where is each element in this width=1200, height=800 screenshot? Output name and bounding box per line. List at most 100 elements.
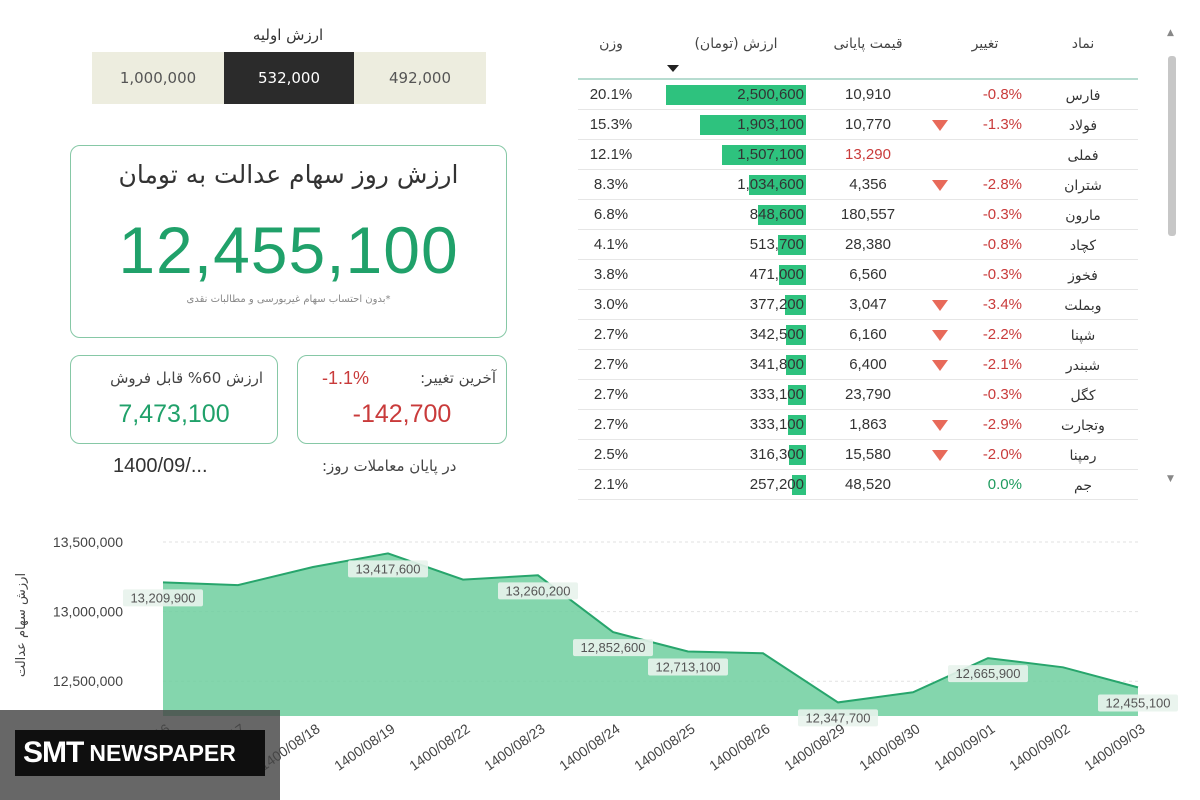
x-tick-label: 1400/08/30 <box>856 720 923 773</box>
value-text: 341,800 <box>749 356 804 373</box>
symbol-cell: رمپنا <box>1069 448 1097 464</box>
value-cell: 1,507,100 <box>666 143 806 166</box>
value-text: 333,100 <box>749 416 804 433</box>
table-row[interactable]: 2.1% 257,200 48,520 0.0% جم <box>578 470 1138 500</box>
table-row[interactable]: 2.7% 333,100 23,790 -0.3% کگل <box>578 380 1138 410</box>
x-tick-label: 1400/08/19 <box>331 720 398 773</box>
data-label-bg <box>1098 694 1178 712</box>
value-bar <box>785 295 806 315</box>
close-price-cell: 23,790 <box>845 386 891 403</box>
last-change-card: آخرین تغییر: -1.1% -142,700 <box>297 355 507 444</box>
value-bar <box>758 205 806 225</box>
value-text: 257,200 <box>749 476 804 493</box>
symbol-cell: فارس <box>1065 88 1101 104</box>
logo-text-smt: SMT <box>23 736 84 769</box>
weight-cell: 4.1% <box>593 236 629 253</box>
x-tick-label: 1400/08/23 <box>481 720 548 773</box>
x-tick-label: 1400/08/22 <box>406 720 473 773</box>
x-tick-label: 1400/08/29 <box>781 720 848 773</box>
table-row[interactable]: 6.8% 848,600 180,557 -0.3% مارون <box>578 200 1138 230</box>
table-row[interactable]: 12.1% 1,507,100 13,290 فملی <box>578 140 1138 170</box>
sellable-label: ارزش 60% قابل فروش <box>110 369 263 387</box>
initial-option-1000000[interactable]: 1,000,000 <box>92 52 224 104</box>
weight-cell: 15.3% <box>589 116 633 133</box>
scroll-up-icon[interactable]: ▲ <box>1167 28 1174 38</box>
daily-value-title: ارزش روز سهام عدالت به تومان <box>118 160 459 189</box>
header-close-price[interactable]: قیمت پایانی <box>833 36 903 52</box>
scroll-thumb[interactable] <box>1168 56 1176 236</box>
value-bar <box>666 85 806 105</box>
value-cell: 1,034,600 <box>666 173 806 196</box>
initial-option-492000[interactable]: 492,000 <box>354 52 486 104</box>
table-row[interactable]: 3.0% 377,200 3,047 -3.4% وبملت <box>578 290 1138 320</box>
initial-value-selector[interactable]: 1,000,000 532,000 492,000 <box>92 52 486 104</box>
table-row[interactable]: 3.8% 471,000 6,560 -0.3% فخوز <box>578 260 1138 290</box>
area-fill <box>163 553 1138 716</box>
value-text: 513,700 <box>749 236 804 253</box>
close-price-cell: 6,560 <box>849 266 887 283</box>
header-value[interactable]: ارزش (تومان) <box>694 36 778 52</box>
value-cell: 257,200 <box>666 473 806 496</box>
data-label-bg <box>573 639 653 657</box>
value-bar <box>700 115 806 135</box>
table-row[interactable]: 20.1% 2,500,600 10,910 -0.8% فارس <box>578 80 1138 110</box>
header-change[interactable]: تغییر <box>971 36 999 52</box>
header-weight[interactable]: وزن <box>599 36 623 52</box>
symbol-cell: فخوز <box>1068 268 1098 284</box>
weight-cell: 3.8% <box>593 266 629 283</box>
initial-option-532000[interactable]: 532,000 <box>224 52 354 104</box>
holdings-table: وزن ارزش (تومان) قیمت پایانی تغییر نماد … <box>578 20 1138 500</box>
value-cell: 377,200 <box>666 293 806 316</box>
value-text: 342,500 <box>749 326 804 343</box>
table-row[interactable]: 2.5% 316,300 15,580 -2.0% رمپنا <box>578 440 1138 470</box>
change-cell: -2.1% <box>982 356 1022 373</box>
close-price-cell: 10,770 <box>845 116 891 133</box>
down-triangle-icon <box>932 300 948 311</box>
close-price-cell: 10,910 <box>845 86 891 103</box>
data-label-bg <box>798 709 878 727</box>
symbol-cell: فولاد <box>1068 118 1098 134</box>
down-triangle-icon <box>932 330 948 341</box>
value-text: 471,000 <box>749 266 804 283</box>
value-history-chart: 12,500,000 13,000,000 13,500,000 ارزش سهام … <box>14 534 1178 774</box>
value-cell: 1,903,100 <box>666 113 806 136</box>
value-bar <box>749 175 806 195</box>
symbol-cell: شبندر <box>1065 358 1101 374</box>
data-label: 13,417,600 <box>355 561 420 576</box>
table-scrollbar[interactable]: ▲ ▼ <box>1167 28 1177 484</box>
close-price-cell: 3,047 <box>849 296 887 313</box>
last-change-amount: -142,700 <box>352 400 452 428</box>
table-row[interactable]: 2.7% 333,100 1,863 -2.9% وتجارت <box>578 410 1138 440</box>
sellable-value-card: ارزش 60% قابل فروش 7,473,100 <box>70 355 278 444</box>
data-label: 12,455,100 <box>1105 695 1170 710</box>
header-symbol[interactable]: نماد <box>1071 36 1095 52</box>
y-axis-label: ارزش سهام عدالت <box>14 573 29 677</box>
value-text: 2,500,600 <box>737 86 804 103</box>
change-cell: 0.0% <box>987 476 1022 493</box>
data-label: 12,852,600 <box>580 640 645 655</box>
data-label-bg <box>948 665 1028 683</box>
change-cell: -0.8% <box>982 236 1022 253</box>
table-row[interactable]: 8.3% 1,034,600 4,356 -2.8% شتران <box>578 170 1138 200</box>
table-row[interactable]: 15.3% 1,903,100 10,770 -1.3% فولاد <box>578 110 1138 140</box>
close-price-cell: 15,580 <box>845 446 891 463</box>
value-text: 1,034,600 <box>737 176 804 193</box>
close-price-cell: 1,863 <box>849 416 887 433</box>
data-label-bg <box>348 560 428 578</box>
change-cell: -0.3% <box>982 386 1022 403</box>
table-row[interactable]: 4.1% 513,700 28,380 -0.8% کچاد <box>578 230 1138 260</box>
change-cell: -0.3% <box>982 266 1022 283</box>
value-bar <box>789 445 806 465</box>
close-price-cell: 6,160 <box>849 326 887 343</box>
sort-desc-icon[interactable] <box>667 65 679 72</box>
value-cell: 471,000 <box>666 263 806 286</box>
down-triangle-icon <box>932 360 948 371</box>
table-row[interactable]: 2.7% 341,800 6,400 -2.1% شبندر <box>578 350 1138 380</box>
weight-cell: 20.1% <box>589 86 633 103</box>
smt-newspaper-logo: SMT NEWSPAPER <box>15 730 265 776</box>
daily-value-card: ارزش روز سهام عدالت به تومان 12,455,100 … <box>70 145 507 338</box>
value-bar <box>788 415 806 435</box>
scroll-down-icon[interactable]: ▼ <box>1167 474 1174 484</box>
table-row[interactable]: 2.7% 342,500 6,160 -2.2% شپنا <box>578 320 1138 350</box>
close-price-cell: 6,400 <box>849 356 887 373</box>
